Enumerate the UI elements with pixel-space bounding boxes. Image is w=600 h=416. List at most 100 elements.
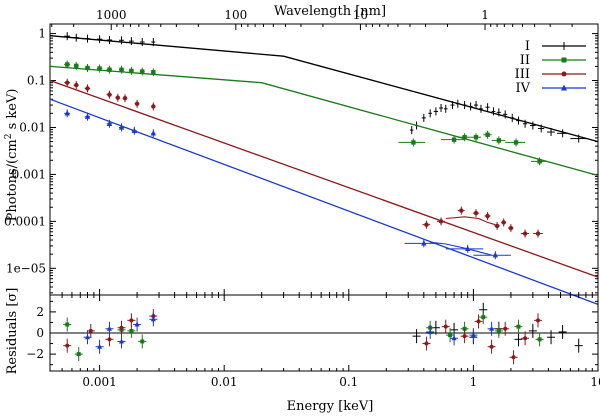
series-4 <box>49 98 599 306</box>
residual-point <box>119 325 124 330</box>
x-tick-label: 1 <box>470 375 478 389</box>
data-point <box>535 231 541 236</box>
residual-point <box>107 337 112 342</box>
energy-axis-title: Energy [keV] <box>287 399 374 414</box>
model-feature-series-3 <box>445 216 496 226</box>
spectrum-frame <box>49 23 599 296</box>
data-point <box>473 210 479 216</box>
residual-tick-label: 0 <box>36 326 44 340</box>
data-point <box>492 252 499 258</box>
data-point <box>65 80 70 85</box>
x-tick-label: 0.001 <box>82 375 116 389</box>
data-point <box>65 62 70 67</box>
data-point <box>421 240 427 246</box>
residual-point <box>503 326 508 331</box>
wavelength-axis-title: Wavelength [nm] <box>274 4 386 19</box>
residual-point <box>462 334 467 339</box>
legend-label-series-4: IV <box>515 81 530 96</box>
spectrum-panel: 1000 100 10 1 1 0.1 0.01 0.001 0.0001 1e−05 <box>4 8 599 306</box>
data-point <box>464 245 471 252</box>
residual-point <box>489 344 494 349</box>
data-point <box>494 223 500 229</box>
residuals-series-1 <box>412 302 583 353</box>
flux-axis-title-main: Photons/(cm <box>5 139 20 221</box>
y-tick-label: 0.1 <box>27 74 46 88</box>
data-point <box>119 67 124 72</box>
legend-label-series-1: I <box>525 39 530 54</box>
residual-point <box>536 318 541 323</box>
residual-point <box>470 332 476 338</box>
flux-axis-title-exponent: 2 <box>4 134 14 140</box>
wavelength-tick-label: 10 <box>353 8 368 22</box>
series-2 <box>49 60 599 177</box>
data-point <box>129 68 134 74</box>
y-tick-label: 1e−05 <box>6 261 46 275</box>
residual-point <box>427 328 433 334</box>
residual-point <box>85 334 91 340</box>
residual-point <box>424 341 429 346</box>
data-point <box>459 208 464 213</box>
data-point <box>134 101 140 106</box>
residual-point <box>462 326 467 331</box>
residual-point <box>140 339 145 344</box>
residual-point <box>129 328 134 333</box>
data-point <box>522 231 528 236</box>
residual-point <box>496 328 501 333</box>
residual-point <box>523 336 528 341</box>
residuals-series-4 <box>83 312 496 354</box>
residual-point <box>451 335 457 341</box>
data-point <box>462 135 467 140</box>
residuals-series-2 <box>63 310 544 362</box>
residual-point <box>489 325 495 331</box>
data-point <box>496 138 502 143</box>
residual-point <box>106 325 112 331</box>
residuals-series-3 <box>63 309 543 365</box>
residual-point <box>476 319 481 324</box>
x-tick-label: 0.01 <box>211 375 238 389</box>
residual-point <box>76 352 81 357</box>
data-point <box>513 140 519 145</box>
data-point <box>485 132 490 137</box>
residual-point <box>537 337 542 342</box>
y-tick-label: 0.001 <box>12 167 46 181</box>
series-1 <box>49 32 599 143</box>
data-point <box>140 69 145 74</box>
data-point <box>85 86 90 91</box>
residual-point <box>65 343 70 348</box>
residual-point <box>516 324 521 329</box>
residual-point <box>88 328 93 333</box>
data-point <box>74 63 79 69</box>
series-3 <box>49 78 599 278</box>
residuals-axis-title: Residuals [σ] <box>5 288 20 375</box>
data-point <box>451 137 457 142</box>
residual-point <box>448 333 453 338</box>
data-point <box>85 65 90 71</box>
data-point <box>118 124 125 130</box>
data-point <box>64 110 70 116</box>
data-point <box>122 96 128 101</box>
residual-point <box>65 322 70 327</box>
model-line-series-3 <box>49 79 599 278</box>
legend-label-series-2: II <box>520 53 530 68</box>
wavelength-tick-label: 100 <box>224 8 247 22</box>
data-point <box>74 82 79 88</box>
y-tick-label: 0.01 <box>19 120 46 134</box>
data-point <box>485 213 490 219</box>
y-tick-label: 1 <box>38 27 46 41</box>
data-point <box>107 92 112 97</box>
legend-marker-series-2 <box>561 57 567 63</box>
data-point <box>150 130 157 136</box>
data-point <box>131 127 138 133</box>
data-point <box>84 113 91 119</box>
residual-tick-label: −2 <box>26 347 44 361</box>
residual-point <box>443 324 448 329</box>
wavelength-tick-label: 1 <box>481 8 489 22</box>
data-point <box>501 220 506 225</box>
residual-point <box>119 338 125 344</box>
y-tick-label: 0.0001 <box>4 214 46 228</box>
flux-axis-title: Photons/(cm2 s keV) <box>4 89 20 222</box>
residual-tick-label: 2 <box>36 305 44 319</box>
data-point <box>151 70 156 75</box>
